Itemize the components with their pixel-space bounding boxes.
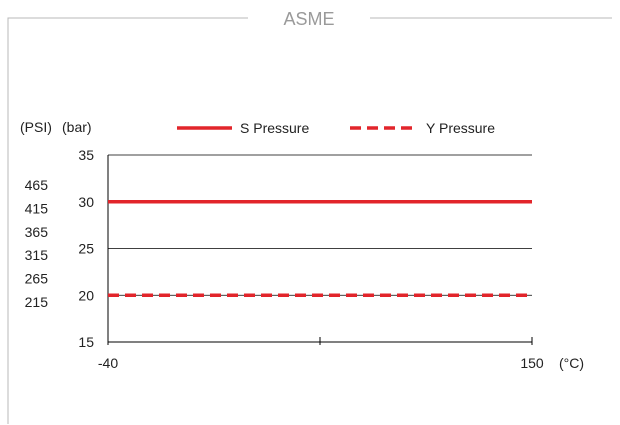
tick-labels: 15 20 25 30 35 465 415 365 315 265 215 (PSI) (bar) -4…	[20, 119, 584, 371]
legend: S Pressure Y Pressure	[177, 120, 495, 136]
y-tick-label-bar: 25	[78, 241, 94, 257]
legend-label-s-pressure: S Pressure	[240, 120, 309, 136]
grid-lines	[108, 154, 532, 296]
y-tick-label-bar: 35	[78, 147, 94, 163]
y-tick-label-bar: 15	[78, 334, 94, 350]
x-axis-unit-label: (°C)	[559, 355, 584, 371]
y-tick-label-bar: 20	[78, 287, 94, 303]
x-tick-label: -40	[98, 355, 118, 371]
y-axis-label-psi: (PSI)	[20, 119, 52, 135]
y-tick-label-psi: 365	[25, 224, 49, 240]
legend-label-y-pressure: Y Pressure	[426, 120, 495, 136]
y-tick-label-psi: 415	[25, 200, 49, 216]
y-axis-label-bar: (bar)	[62, 119, 92, 135]
frame-title: ASME	[248, 8, 370, 30]
x-tick-label: 150	[520, 355, 544, 371]
y-tick-label-psi: 315	[25, 247, 49, 263]
y-tick-label-psi: 465	[25, 177, 49, 193]
y-tick-label-psi: 265	[25, 271, 49, 287]
y-tick-label-bar: 30	[78, 194, 94, 210]
y-tick-label-psi: 215	[25, 294, 49, 310]
axes	[107, 155, 533, 345]
series-lines	[108, 200, 532, 297]
